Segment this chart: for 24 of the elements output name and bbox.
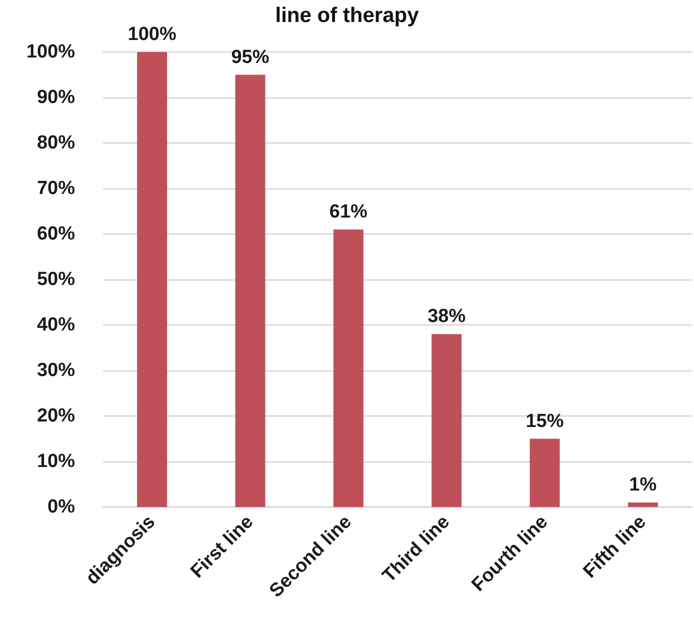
bar [235,74,266,507]
bar [628,502,658,507]
y-tick-label: 60% [36,224,76,244]
y-tick-label: 80% [36,132,76,154]
y-tick-label: 90% [36,87,76,108]
y-tick-label: 10% [36,451,76,472]
data-label: 15% [526,410,564,432]
y-tick-label: 30% [36,360,76,381]
chart-title: line of therapy [275,4,420,27]
y-tick-label: 100% [26,42,76,62]
bar [137,52,168,507]
y-tick-label: 70% [36,178,76,199]
data-label: 61% [329,201,368,222]
y-tick-label: 20% [36,406,76,426]
data-label: 100% [128,24,176,45]
bar [530,438,560,507]
data-label: 95% [231,46,270,68]
bar [432,334,462,507]
data-label: 1% [629,474,657,496]
data-label: 38% [428,306,466,328]
bar [333,229,364,507]
y-tick-label: 0% [48,496,76,518]
y-tick-label: 40% [36,314,76,336]
y-tick-label: 50% [36,269,76,290]
